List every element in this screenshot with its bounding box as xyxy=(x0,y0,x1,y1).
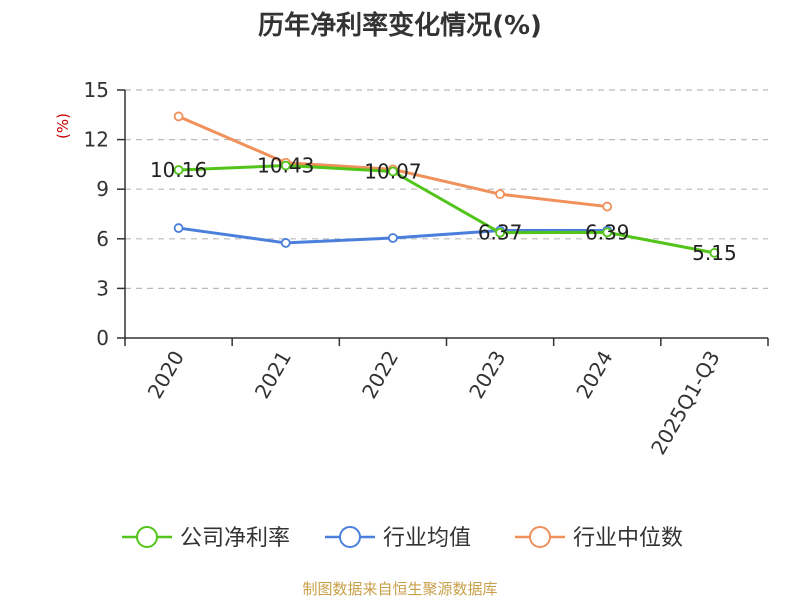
chart-title: 历年净利率变化情况(%) xyxy=(258,10,542,41)
data-label: 10.07 xyxy=(364,160,421,184)
data-point xyxy=(173,111,184,122)
x-tick-label: 2024 xyxy=(571,347,617,403)
data-point xyxy=(280,238,291,248)
data-point xyxy=(495,227,505,238)
legend-label: 行业中位数 xyxy=(573,526,683,551)
data-point xyxy=(495,189,505,200)
legend-label: 公司净利率 xyxy=(180,526,290,551)
legend-marker xyxy=(339,526,361,548)
x-tick-label: 2020 xyxy=(143,347,189,403)
legend: 公司净利率 行业均值 行业中位数 xyxy=(122,526,683,551)
data-label: 5.15 xyxy=(692,241,737,265)
x-tick-label: 2021 xyxy=(250,347,296,403)
y-tick-label: 6 xyxy=(96,227,109,251)
y-tick-label: 12 xyxy=(84,128,109,152)
data-point xyxy=(280,160,291,171)
series-line xyxy=(178,164,715,255)
legend-item[interactable]: 行业中位数 xyxy=(515,526,683,551)
source-caption: 制图数据来自恒生聚源数据库 xyxy=(302,580,497,598)
data-point xyxy=(602,201,613,212)
series-1 xyxy=(173,223,613,248)
x-tick-label: 2023 xyxy=(464,347,510,403)
y-axis-label: (%) xyxy=(54,113,72,139)
data-label: 6.37 xyxy=(478,221,523,245)
data-point xyxy=(388,233,398,243)
x-tick-label: 2025Q1-Q3 xyxy=(646,347,725,459)
legend-label: 行业均值 xyxy=(383,526,471,551)
legend-marker xyxy=(529,526,551,548)
data-labels: 10.16 10.43 10.07 6.37 6.39 5.15 xyxy=(150,154,737,265)
data-point xyxy=(602,227,613,238)
y-tick-label: 15 xyxy=(84,78,109,102)
y-tick-label: 0 xyxy=(96,326,109,350)
data-point xyxy=(173,223,184,233)
legend-marker xyxy=(136,526,158,548)
data-point xyxy=(388,166,398,177)
x-tick-label: 2022 xyxy=(357,347,403,403)
data-point xyxy=(173,165,184,175)
data-label: 10.16 xyxy=(150,158,207,182)
data-label: 10.43 xyxy=(257,154,314,178)
grid-lines xyxy=(125,89,768,289)
legend-item[interactable]: 公司净利率 xyxy=(122,526,290,551)
series-0 xyxy=(173,160,720,258)
series-lines xyxy=(173,111,720,258)
y-tick-label: 3 xyxy=(96,276,109,300)
data-point xyxy=(709,247,720,258)
data-label: 6.39 xyxy=(585,220,630,244)
legend-item[interactable]: 行业均值 xyxy=(325,526,471,551)
y-tick-label: 9 xyxy=(96,177,109,201)
axes: 0 3 6 9 12 15 2020 2021 2022 2023 2024 2025Q1-Q3 xyxy=(84,78,769,459)
